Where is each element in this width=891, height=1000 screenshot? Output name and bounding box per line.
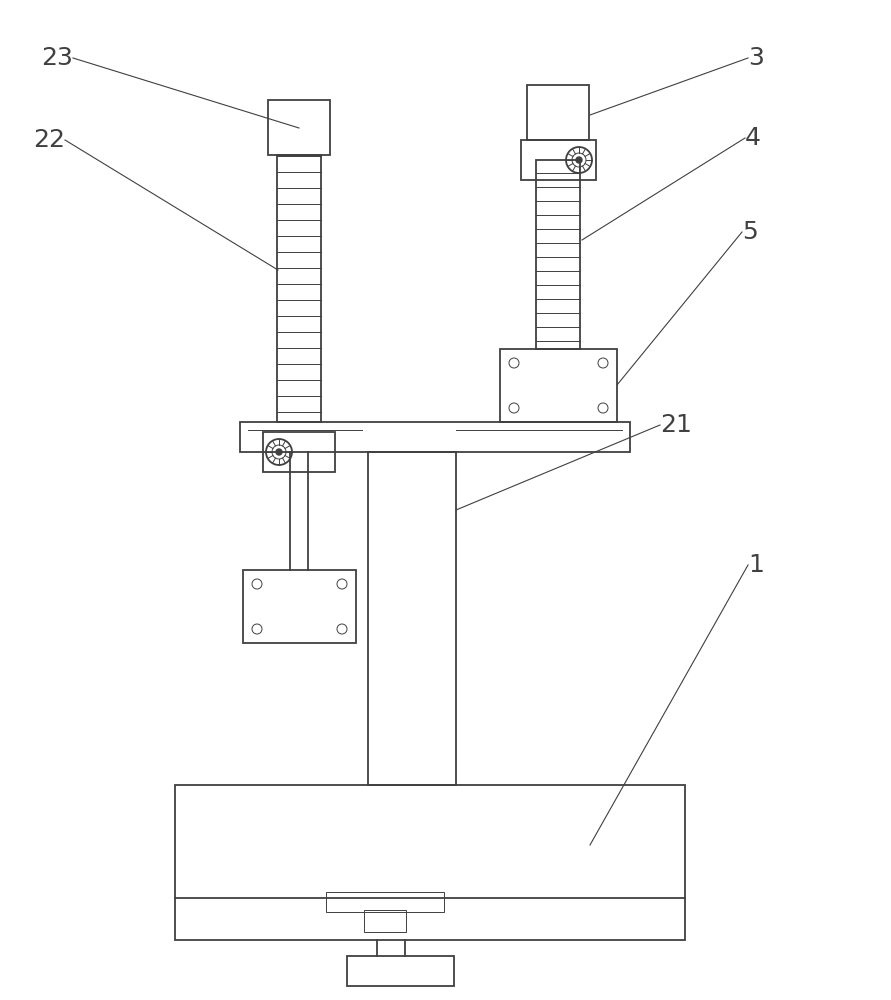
- Bar: [243, 570, 356, 643]
- Bar: [364, 910, 406, 932]
- Circle shape: [276, 449, 282, 455]
- Bar: [277, 155, 321, 422]
- Text: 22: 22: [33, 128, 65, 152]
- Text: 1: 1: [748, 553, 764, 577]
- Bar: [536, 160, 580, 349]
- Bar: [500, 349, 617, 422]
- Bar: [521, 140, 596, 180]
- Text: 3: 3: [748, 46, 764, 70]
- Bar: [347, 956, 454, 986]
- Bar: [527, 85, 589, 140]
- Bar: [263, 432, 335, 472]
- Text: 23: 23: [41, 46, 73, 70]
- Bar: [268, 100, 330, 155]
- Text: 21: 21: [660, 413, 692, 437]
- Text: 5: 5: [742, 220, 757, 244]
- Bar: [175, 785, 685, 940]
- Text: 4: 4: [745, 126, 761, 150]
- Circle shape: [576, 157, 582, 163]
- Bar: [240, 422, 630, 452]
- Bar: [368, 452, 456, 785]
- Bar: [326, 892, 444, 912]
